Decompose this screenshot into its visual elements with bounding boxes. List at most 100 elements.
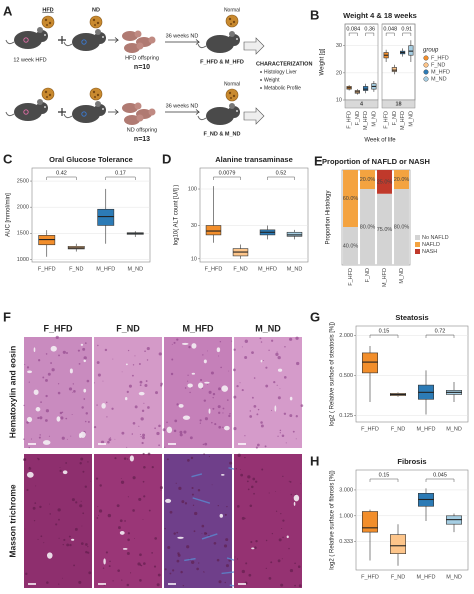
p-value: 0.15	[379, 328, 390, 334]
tissue-texture	[60, 416, 64, 420]
tissue-texture	[24, 364, 26, 366]
p-value: 0.084	[346, 26, 360, 32]
tissue-texture	[212, 407, 215, 410]
panel-letter: D	[162, 151, 171, 166]
x-tick-label: F_ND	[355, 111, 361, 125]
tissue-texture	[166, 421, 168, 424]
tissue-texture	[192, 504, 195, 507]
tissue-texture	[283, 376, 287, 379]
tissue-texture	[223, 544, 228, 548]
tissue-texture	[265, 384, 269, 388]
tissue-texture	[201, 524, 205, 528]
value-label: 60.0%	[343, 196, 359, 202]
tissue-texture	[98, 514, 100, 516]
tissue-texture	[106, 416, 108, 418]
tissue-texture	[102, 380, 104, 382]
tissue-texture	[45, 409, 50, 413]
value-label: 80.0%	[394, 224, 410, 230]
tissue-texture	[109, 437, 111, 438]
legend-swatch	[415, 242, 420, 247]
legend-label: M_ND	[431, 76, 447, 82]
x-tick-label: F_ND	[69, 266, 83, 272]
bullet	[260, 79, 262, 81]
tissue-texture	[270, 409, 273, 411]
tissue-texture	[45, 419, 48, 422]
tissue-texture	[176, 403, 179, 406]
tissue-texture	[236, 558, 239, 560]
tissue-texture	[107, 440, 110, 444]
y-tick-label: 1.000	[339, 513, 353, 519]
tissue-texture	[83, 359, 86, 363]
tissue-texture	[140, 417, 144, 421]
tissue-texture	[218, 580, 222, 584]
tissue-texture	[120, 477, 122, 479]
bar-segment	[360, 170, 375, 189]
chart-title: Alanine transaminase	[215, 155, 293, 164]
tissue-texture	[194, 511, 198, 516]
tissue-texture	[165, 498, 172, 503]
tissue-texture	[83, 356, 87, 360]
tissue-texture	[203, 359, 207, 364]
tissue-texture	[62, 350, 66, 354]
x-tick-label: M_ND	[446, 574, 462, 580]
bracket	[267, 176, 295, 180]
tissue-texture	[202, 354, 204, 356]
tissue-texture	[97, 344, 99, 347]
tissue-texture	[265, 567, 267, 569]
tissue-texture	[176, 531, 179, 534]
tissue-texture	[98, 509, 103, 513]
x-tick-label: M_HFD	[400, 111, 406, 130]
legend-label: M_HFD	[431, 69, 450, 75]
tissue-texture	[120, 480, 125, 484]
tissue-texture	[46, 581, 49, 584]
tissue-texture	[251, 485, 254, 489]
tissue-texture	[247, 475, 251, 479]
facet-label: 18	[395, 101, 401, 107]
p-value: 0.17	[115, 170, 126, 176]
n-label: n=13	[134, 136, 150, 143]
tissue-texture	[191, 473, 203, 478]
tissue-texture	[58, 518, 60, 521]
panel-letter: C	[3, 151, 13, 166]
tissue-texture	[208, 455, 210, 458]
food-icon	[41, 15, 55, 29]
tissue-texture	[80, 500, 82, 502]
y-axis-label: log2 ( Relative surface of fibrosis [%])	[330, 470, 336, 569]
bar-segment	[360, 189, 375, 265]
x-tick-label: M_ND	[399, 268, 405, 284]
tissue-texture	[257, 443, 260, 447]
tissue-texture	[96, 404, 98, 406]
tissue-texture	[276, 384, 278, 386]
tissue-texture	[178, 403, 184, 408]
tissue-texture	[204, 442, 208, 446]
tissue-texture	[166, 458, 169, 461]
food-icon	[41, 87, 55, 101]
food-icon	[225, 14, 239, 28]
tissue-texture	[218, 355, 220, 357]
tissue-texture	[85, 543, 88, 546]
facet-label: 4	[360, 101, 364, 107]
tissue-texture	[58, 354, 60, 357]
tissue-texture	[210, 371, 214, 375]
tissue-texture	[240, 473, 244, 477]
tissue-texture	[288, 547, 290, 550]
tissue-texture	[69, 368, 73, 374]
legend-label: F_HFD	[431, 55, 449, 61]
tissue-texture	[55, 523, 58, 526]
tissue-texture	[138, 425, 140, 427]
x-tick-label: F_ND	[233, 266, 247, 272]
tissue-texture	[87, 461, 89, 463]
tissue-texture	[251, 547, 255, 550]
tissue-texture	[26, 421, 29, 424]
histology-image	[164, 454, 232, 588]
panel-letter: A	[3, 3, 13, 18]
tissue-texture	[63, 538, 66, 542]
tissue-texture	[199, 422, 201, 424]
tissue-texture	[191, 486, 194, 490]
tissue-texture	[208, 408, 211, 414]
tissue-texture	[224, 513, 227, 516]
legend-label: F_ND	[431, 62, 445, 68]
p-value: 0.91	[401, 26, 412, 32]
tissue-texture	[139, 433, 141, 435]
tissue-texture	[295, 438, 297, 440]
